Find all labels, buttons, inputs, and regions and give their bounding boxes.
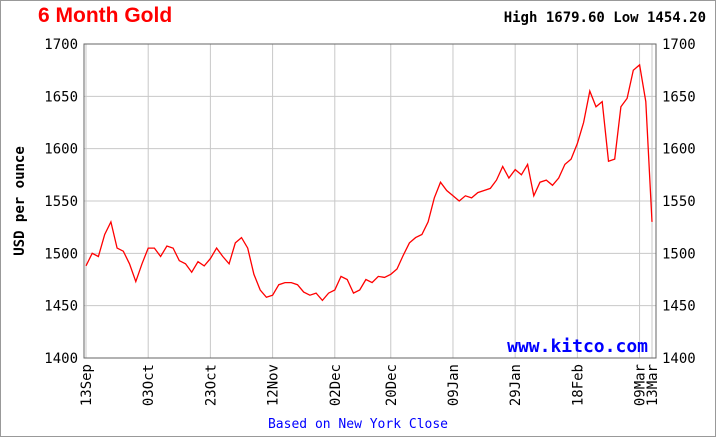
y-tick-label: 1450: [44, 299, 78, 315]
y-tick-label-right: 1400: [662, 351, 696, 367]
y-tick-label: 1650: [44, 89, 78, 105]
price-line: [85, 63, 653, 302]
y-axis-label: USD per ounce: [12, 146, 28, 256]
x-tick-label: 13Mar: [645, 364, 661, 406]
watermark: www.kitco.com: [507, 336, 648, 357]
y-tick-label-right: 1500: [662, 246, 696, 262]
plot-area: 1400 1400 1450 1450 1500 1500 1550 1550 1600 1600…: [44, 37, 695, 406]
high-low: High 1679.60 Low 1454.20: [504, 10, 706, 26]
x-tick-label: 03Oct: [141, 364, 157, 406]
y-tick-label: 1500: [44, 246, 78, 262]
y-tick-label-right: 1650: [662, 89, 696, 105]
plot-border: [83, 43, 657, 359]
x-tick-label: 20Dec: [384, 364, 400, 406]
chart-title: 6 Month Gold: [38, 4, 172, 27]
x-tick-label: 13Sep: [79, 364, 95, 406]
x-tick-label: 09Mar: [633, 364, 649, 406]
y-tick-label-right: 1450: [662, 299, 696, 315]
y-tick-label: 1550: [44, 194, 78, 210]
y-tick-label: 1400: [44, 351, 78, 367]
footnote: Based on New York Close: [268, 417, 448, 432]
x-tick-label: 18Feb: [570, 364, 586, 406]
x-tick-label: 09Jan: [446, 364, 462, 406]
x-tick-label: 29Jan: [508, 364, 524, 406]
x-tick-label: 02Dec: [328, 364, 344, 406]
y-tick-label: 1600: [44, 142, 78, 158]
y-tick-label-right: 1600: [662, 142, 696, 158]
y-tick-label: 1700: [44, 37, 78, 53]
x-tick-label: 23Oct: [203, 364, 219, 406]
y-tick-label-right: 1550: [662, 194, 696, 210]
y-tick-label-right: 1700: [662, 37, 696, 53]
x-tick-label: 12Nov: [266, 364, 282, 406]
